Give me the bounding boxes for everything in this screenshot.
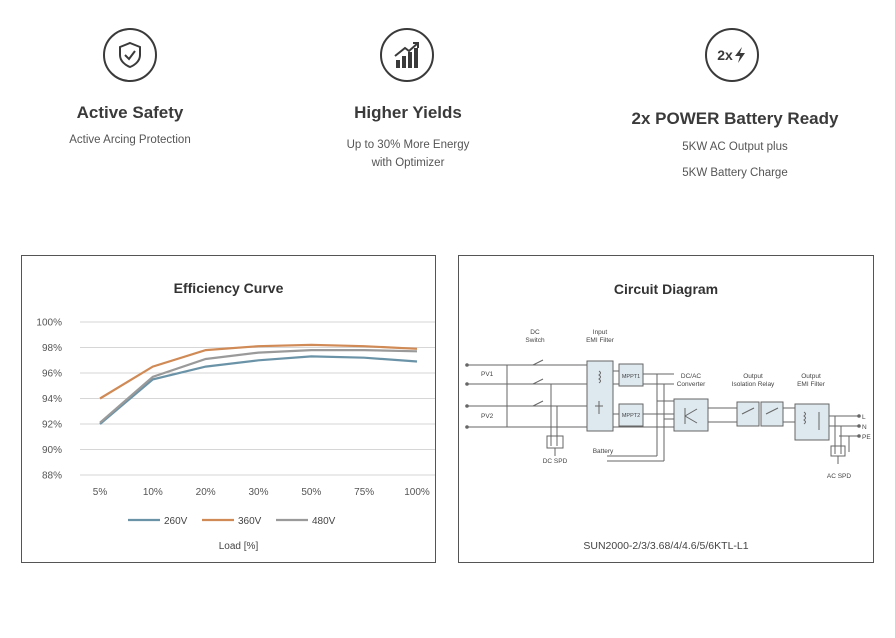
circuit-diagram: DC Switch Input EMI Filter DC/AC Convert… bbox=[465, 329, 871, 480]
circuit-title: Circuit Diagram bbox=[613, 281, 719, 297]
x-tick-label: 20% bbox=[196, 487, 216, 498]
terminal-n-label: N bbox=[862, 424, 867, 431]
series-line-360V bbox=[99, 343, 418, 400]
pv1-label: PV1 bbox=[481, 371, 494, 378]
terminal-pe-label: PE bbox=[862, 434, 871, 441]
efficiency-title: Efficiency Curve bbox=[173, 280, 284, 296]
lightning-icon bbox=[734, 47, 745, 63]
series-line-260V bbox=[99, 355, 418, 425]
double-power-icon: 2x bbox=[705, 28, 759, 82]
dc-switch-label: Switch bbox=[525, 337, 545, 344]
y-tick-label: 94% bbox=[42, 394, 62, 405]
output-filter-label: Output bbox=[801, 373, 821, 380]
feature-title: Higher Yields bbox=[354, 103, 462, 122]
terminal-l-label: L bbox=[862, 414, 866, 421]
dcac-label: DC/AC bbox=[681, 373, 702, 380]
legend-label: 480V bbox=[312, 516, 336, 527]
x-tick-label: 100% bbox=[404, 487, 430, 498]
output-filter-label: EMI Filter bbox=[797, 381, 826, 388]
relay-label: Output bbox=[743, 373, 763, 380]
y-tick-label: 92% bbox=[42, 420, 62, 431]
input-filter-label: EMI Filter bbox=[586, 337, 615, 344]
dc-spd-label: DC SPD bbox=[543, 458, 568, 465]
series-line-480V bbox=[99, 348, 418, 424]
y-tick-label: 98% bbox=[42, 343, 62, 354]
y-tick-label: 90% bbox=[42, 445, 62, 456]
feature-line: Active Arcing Protection bbox=[69, 134, 191, 146]
x-tick-label: 50% bbox=[301, 487, 321, 498]
relay-label: Isolation Relay bbox=[732, 381, 775, 388]
feature-line: with Optimizer bbox=[371, 157, 445, 169]
efficiency-panel: Efficiency Curve 88% 90% 92% 94% 96% 98% 100% 5… bbox=[21, 255, 436, 563]
double-power-label: 2x bbox=[717, 47, 733, 63]
feature-line: Up to 30% More Energy bbox=[346, 139, 470, 151]
efficiency-chart: 88% 90% 92% 94% 96% 98% 100% 5% 10% 20% 30% 50% 75% 1… bbox=[36, 318, 435, 552]
battery-label: Battery bbox=[593, 448, 614, 455]
feature-line: 5KW Battery Charge bbox=[682, 167, 788, 179]
y-tick-label: 96% bbox=[42, 369, 62, 380]
ac-spd-label: AC SPD bbox=[827, 473, 852, 480]
shield-check-icon bbox=[103, 28, 157, 82]
y-tick-label: 88% bbox=[42, 471, 62, 482]
pv2-label: PV2 bbox=[481, 413, 494, 420]
x-axis-label: Load [%] bbox=[219, 541, 259, 552]
feature-line: 5KW AC Output plus bbox=[682, 141, 788, 153]
legend-label: 360V bbox=[238, 516, 262, 527]
dcac-label: Converter bbox=[677, 381, 706, 388]
x-tick-label: 5% bbox=[93, 487, 108, 498]
x-tick-label: 30% bbox=[248, 487, 268, 498]
bar-chart-up-icon bbox=[380, 28, 434, 82]
y-tick-label: 100% bbox=[36, 318, 62, 329]
input-filter-label: Input bbox=[593, 329, 608, 336]
legend-label: 260V bbox=[164, 516, 188, 527]
x-tick-label: 75% bbox=[354, 487, 374, 498]
mppt2-label: MPPT2 bbox=[622, 413, 640, 419]
feature-title: Active Safety bbox=[76, 103, 184, 122]
x-tick-label: 10% bbox=[143, 487, 163, 498]
feature-title: 2x POWER Battery Ready bbox=[631, 109, 839, 128]
model-number: SUN2000-2/3/3.68/4/4.6/5/6KTL-L1 bbox=[583, 540, 749, 552]
mppt1-label: MPPT1 bbox=[622, 374, 640, 380]
circuit-panel: Circuit Diagram bbox=[458, 255, 874, 563]
dc-switch-label: DC bbox=[530, 329, 540, 336]
